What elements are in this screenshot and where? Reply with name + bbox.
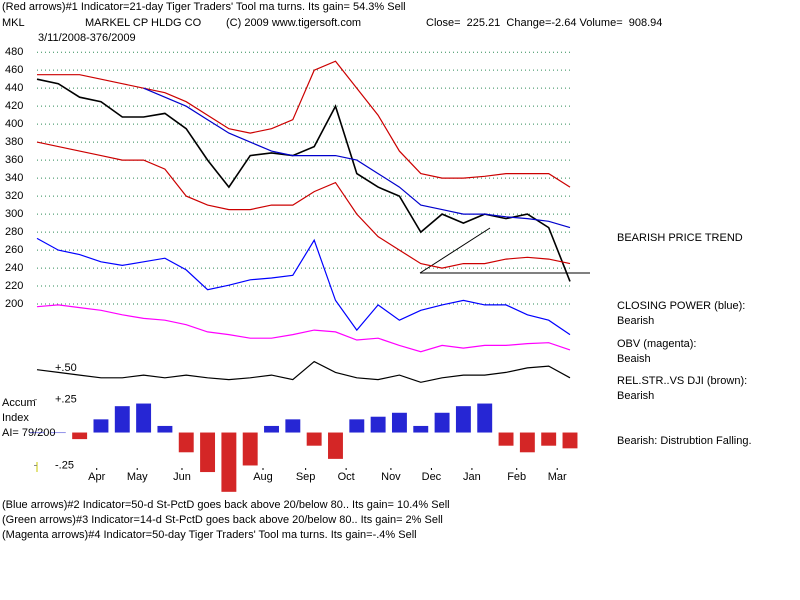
cp-state: Bearish <box>617 315 654 327</box>
accum-bar <box>477 403 493 433</box>
quote: Close= 225.21 Change=-2.64 Volume= 908.9… <box>426 17 662 29</box>
y-tick-label: -.25 <box>55 459 74 471</box>
accum-bar <box>455 406 471 433</box>
accum-bar <box>434 412 450 433</box>
x-tick-label: Mar <box>548 471 567 483</box>
x-tick-label: Aug <box>253 471 273 483</box>
y-tick-label: 200 <box>5 298 23 310</box>
accum-bar <box>328 432 343 459</box>
y-tick-label: 240 <box>5 262 23 274</box>
accum-bar <box>157 425 173 433</box>
x-tick-label: Dec <box>422 471 442 483</box>
y-tick-label: 480 <box>5 46 23 58</box>
y-tick-label: 340 <box>5 172 23 184</box>
accum-title: Index <box>2 412 29 424</box>
accum-bar <box>413 425 429 433</box>
y-tick-label: 460 <box>5 64 23 76</box>
y-tick-label: 280 <box>5 226 23 238</box>
y-tick-label: 380 <box>5 136 23 148</box>
rs-label: REL.STR..VS DJI (brown): <box>617 375 747 387</box>
x-tick-label: Nov <box>381 471 401 483</box>
accum-bar <box>370 416 386 433</box>
accum-bar <box>264 425 279 433</box>
x-tick-label: Apr <box>88 471 105 483</box>
series-line <box>37 60 571 188</box>
rs-level: +.50 <box>55 362 77 374</box>
footer-line: (Magenta arrows)#4 Indicator=50-day Tige… <box>2 529 417 541</box>
accum-bar <box>391 412 407 433</box>
rs-state: Bearish <box>617 390 654 402</box>
y-tick-label: +.25 <box>55 393 77 405</box>
series-line <box>36 78 571 282</box>
header-line: (Red arrows)#1 Indicator=21-day Tiger Tr… <box>2 1 406 13</box>
series-line <box>143 87 571 229</box>
accum-bar <box>519 432 535 453</box>
copyright: (C) 2009 www.tigersoft.com <box>226 17 361 29</box>
accum-bar <box>541 432 557 446</box>
accum-bar <box>50 432 66 434</box>
series-line <box>36 304 571 353</box>
footer-line: (Blue arrows)#2 Indicator=50-d St-PctD g… <box>2 499 450 511</box>
y-tick-label: 300 <box>5 208 23 220</box>
accum-bar <box>306 432 322 446</box>
x-tick-label: Sep <box>296 471 316 483</box>
x-tick-label: Oct <box>338 471 355 483</box>
accum-bar <box>285 419 301 433</box>
accum-bar <box>114 406 130 433</box>
accum-bar <box>29 432 45 434</box>
x-tick-label: May <box>127 471 148 483</box>
y-tick-label: 220 <box>5 280 23 292</box>
accum-bar <box>498 432 514 446</box>
x-tick-label: Feb <box>507 471 526 483</box>
y-tick-label: 260 <box>5 244 23 256</box>
accum-ai: AI= 79/200 <box>2 427 56 439</box>
footer-line: (Green arrows)#3 Indicator=14-d St-PctD … <box>2 514 443 526</box>
accum-bar <box>242 432 258 466</box>
series-line <box>36 141 571 269</box>
y-tick-label: 360 <box>5 154 23 166</box>
series-line <box>36 237 571 336</box>
y-tick-label: 420 <box>5 100 23 112</box>
date-range: 3/11/2008-376/2009 <box>38 32 136 44</box>
accum-bar <box>562 432 578 449</box>
y-tick-label: 440 <box>5 82 23 94</box>
x-tick-label: Jun <box>173 471 191 483</box>
y-tick-label: 400 <box>5 118 23 130</box>
accum-bar <box>221 432 237 492</box>
series-line <box>36 360 571 383</box>
accum-title: Accum <box>2 397 36 409</box>
accum-bar <box>200 432 216 473</box>
x-tick-label: Jan <box>463 471 481 483</box>
trend-label: BEARISH PRICE TREND <box>617 232 743 244</box>
obv-state: Beaish <box>617 353 651 365</box>
accum-bar <box>93 419 109 433</box>
company: MARKEL CP HLDG CO <box>85 17 202 29</box>
cp-label: CLOSING POWER (blue): <box>617 300 745 312</box>
accum-bar <box>178 432 194 453</box>
accum-bar <box>136 403 152 433</box>
obv-label: OBV (magenta): <box>617 338 696 350</box>
accum-bar <box>349 419 365 433</box>
symbol: MKL <box>2 17 25 29</box>
accum-bar <box>72 432 88 440</box>
y-tick-label: 320 <box>5 190 23 202</box>
accum-state: Bearish: Distrubtion Falling. <box>617 435 752 447</box>
